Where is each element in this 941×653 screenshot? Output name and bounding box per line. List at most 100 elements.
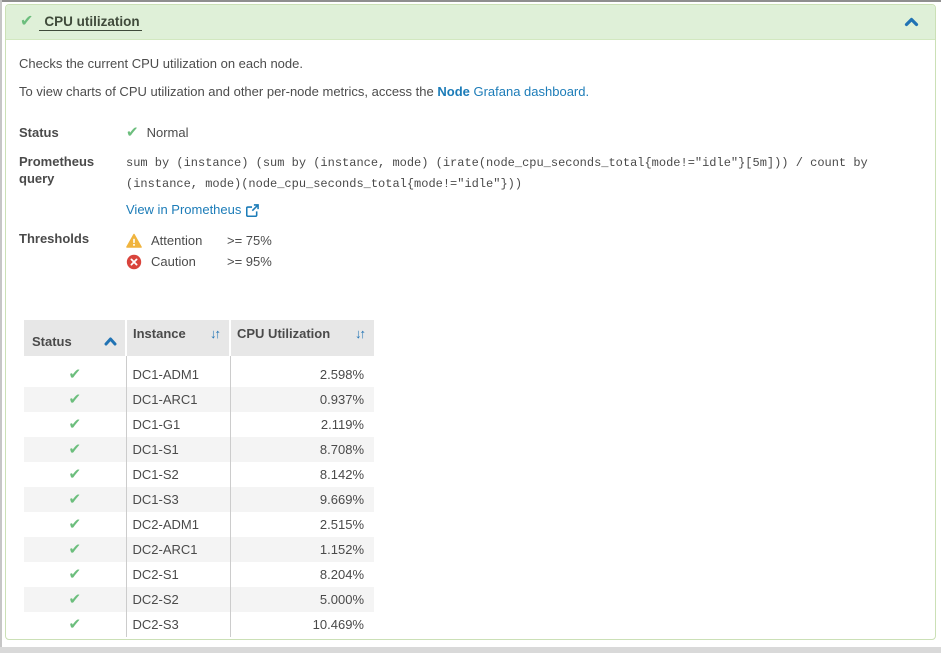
row-status-cell: ✔ xyxy=(24,562,126,587)
row-instance-cell: DC1-G1 xyxy=(125,412,230,437)
row-instance-cell: DC2-S3 xyxy=(125,612,230,637)
sort-ascending-icon xyxy=(104,337,117,346)
threshold-attention-value: >= 75% xyxy=(227,233,272,248)
sort-both-icon: ↓↑ xyxy=(355,326,366,341)
prometheus-query-line1: sum by (instance) (sum by (instance, mod… xyxy=(126,156,868,170)
prometheus-query-line2: (instance, mode)(node_cpu_seconds_total{… xyxy=(126,177,523,191)
panel-body: Checks the current CPU utilization on ea… xyxy=(6,40,935,637)
row-cpu-cell: 9.669% xyxy=(229,487,374,512)
external-link-icon xyxy=(246,203,260,217)
table-row: ✔ DC1-S3 9.669% xyxy=(24,487,374,512)
status-ok-icon: ✔ xyxy=(68,441,82,458)
table-row: ✔ DC1-ADM1 2.598% xyxy=(24,356,374,387)
row-instance-cell: DC1-S1 xyxy=(125,437,230,462)
status-ok-icon: ✔ xyxy=(68,516,82,533)
column-header-instance-label: Instance xyxy=(133,326,186,341)
row-instance-cell: DC1-S2 xyxy=(125,462,230,487)
row-status-cell: ✔ xyxy=(24,387,126,412)
grafana-dashboard-link[interactable]: Node Grafana dashboard. xyxy=(437,84,589,99)
status-text: Normal xyxy=(146,125,189,140)
status-field-value: ✔ Normal xyxy=(126,124,921,141)
thresholds-field-value: Attention >= 75% Caution >= 95% xyxy=(126,230,921,272)
panel-header: ✔ CPU utilization xyxy=(6,5,935,40)
row-status-cell: ✔ xyxy=(24,412,126,437)
threshold-attention-label: Attention xyxy=(151,233,203,248)
status-ok-icon: ✔ xyxy=(68,616,82,633)
grafana-link-node: Node xyxy=(437,84,470,99)
row-status-cell: ✔ xyxy=(24,512,126,537)
table-row: ✔ DC2-S2 5.000% xyxy=(24,587,374,612)
prometheus-query-field: Prometheus query sum by (instance) (sum … xyxy=(19,153,921,218)
node-cpu-table: Status Instance ↓↑ xyxy=(24,320,374,637)
row-instance-cell: DC2-ARC1 xyxy=(125,537,230,562)
row-instance-cell: DC1-S3 xyxy=(125,487,230,512)
table-row: ✔ DC1-ARC1 0.937% xyxy=(24,387,374,412)
row-status-cell: ✔ xyxy=(24,437,126,462)
column-header-status[interactable]: Status xyxy=(24,320,126,356)
prometheus-query-value: sum by (instance) (sum by (instance, mod… xyxy=(126,153,921,218)
column-header-instance[interactable]: Instance ↓↑ xyxy=(125,320,230,356)
row-instance-cell: DC1-ADM1 xyxy=(125,356,230,387)
column-header-cpu[interactable]: CPU Utilization ↓↑ xyxy=(229,320,374,356)
page-bottom-divider xyxy=(0,647,941,653)
column-header-cpu-label: CPU Utilization xyxy=(237,326,331,341)
grafana-link-rest: Grafana dashboard. xyxy=(469,84,590,99)
node-table-body: ✔ DC1-ADM1 2.598% ✔ DC1-ARC1 0.937% ✔ DC1-G1 2.1… xyxy=(24,356,374,637)
status-ok-icon: ✔ xyxy=(68,366,82,383)
row-cpu-cell: 8.708% xyxy=(229,437,374,462)
panel-title-link[interactable]: CPU utilization xyxy=(39,14,142,31)
status-field: Status ✔ Normal xyxy=(19,124,921,141)
collapse-panel-button[interactable] xyxy=(904,17,919,27)
table-row: ✔ DC1-S1 8.708% xyxy=(24,437,374,462)
row-status-cell: ✔ xyxy=(24,487,126,512)
row-cpu-cell: 1.152% xyxy=(229,537,374,562)
page-left-divider xyxy=(0,0,2,653)
error-circle-icon xyxy=(126,254,142,270)
row-status-cell: ✔ xyxy=(24,612,126,637)
table-row: ✔ DC2-ADM1 2.515% xyxy=(24,512,374,537)
status-ok-icon: ✔ xyxy=(68,566,82,583)
row-cpu-cell: 2.515% xyxy=(229,512,374,537)
page-top-divider xyxy=(0,0,941,2)
table-row: ✔ DC2-S1 8.204% xyxy=(24,562,374,587)
thresholds-field-label: Thresholds xyxy=(19,231,90,246)
row-status-cell: ✔ xyxy=(24,587,126,612)
threshold-caution-value: >= 95% xyxy=(227,254,272,269)
cpu-utilization-panel: ✔ CPU utilization Checks the current CPU… xyxy=(5,4,936,640)
row-cpu-cell: 8.204% xyxy=(229,562,374,587)
row-status-cell: ✔ xyxy=(24,537,126,562)
table-row: ✔ DC1-S2 8.142% xyxy=(24,462,374,487)
sort-both-icon: ↓↑ xyxy=(210,326,221,341)
status-ok-icon: ✔ xyxy=(68,416,82,433)
table-row: ✔ DC1-G1 2.119% xyxy=(24,412,374,437)
grafana-hint: To view charts of CPU utilization and ot… xyxy=(19,84,921,100)
column-header-status-label: Status xyxy=(32,334,72,349)
table-row: ✔ DC2-S3 10.469% xyxy=(24,612,374,637)
grafana-hint-text: To view charts of CPU utilization and ot… xyxy=(19,84,438,99)
thresholds-field: Thresholds Attention >= 75% xyxy=(19,230,921,272)
threshold-attention-row: Attention >= 75% xyxy=(126,230,921,251)
row-cpu-cell: 8.142% xyxy=(229,462,374,487)
threshold-caution-label: Caution xyxy=(151,254,196,269)
status-field-label: Status xyxy=(19,125,59,140)
row-cpu-cell: 0.937% xyxy=(229,387,374,412)
row-status-cell: ✔ xyxy=(24,356,126,387)
row-instance-cell: DC1-ARC1 xyxy=(125,387,230,412)
status-ok-icon: ✔ xyxy=(126,124,139,141)
status-ok-icon: ✔ xyxy=(68,541,82,558)
row-cpu-cell: 10.469% xyxy=(229,612,374,637)
view-in-prometheus-link[interactable]: View in Prometheus xyxy=(126,202,260,218)
status-ok-icon: ✔ xyxy=(68,391,82,408)
chevron-up-icon xyxy=(904,17,919,27)
panel-description: Checks the current CPU utilization on ea… xyxy=(19,56,303,71)
status-ok-icon: ✔ xyxy=(68,591,82,608)
status-ok-icon: ✔ xyxy=(20,13,34,30)
row-instance-cell: DC2-S1 xyxy=(125,562,230,587)
threshold-caution-row: Caution >= 95% xyxy=(126,251,921,272)
table-row: ✔ DC2-ARC1 1.152% xyxy=(24,537,374,562)
row-cpu-cell: 5.000% xyxy=(229,587,374,612)
row-cpu-cell: 2.119% xyxy=(229,412,374,437)
view-in-prometheus-label: View in Prometheus xyxy=(126,202,242,217)
row-instance-cell: DC2-ADM1 xyxy=(125,512,230,537)
status-ok-icon: ✔ xyxy=(68,491,82,508)
